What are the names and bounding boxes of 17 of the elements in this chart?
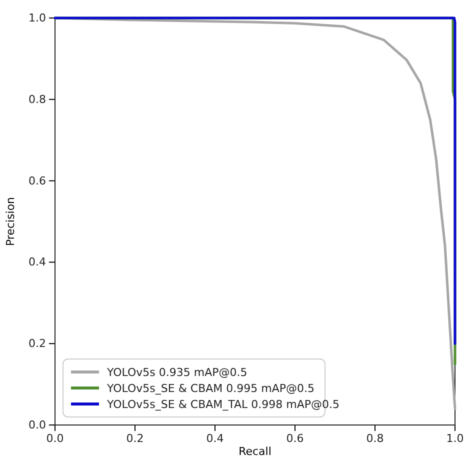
y-tick-label: 0.6 [28, 174, 46, 188]
y-tick-label: 0.2 [28, 337, 46, 350]
y-axis-title: Precision [4, 196, 17, 246]
legend-label: YOLOv5s 0.935 mAP@0.5 [106, 366, 248, 379]
y-tick-label: 1.0 [28, 12, 46, 25]
y-tick-label: 0.0 [28, 418, 46, 432]
x-tick-label: 0.6 [286, 432, 304, 445]
legend-label: YOLOv5s_SE & CBAM_TAL 0.998 mAP@0.5 [106, 398, 340, 411]
x-tick-label: 1.0 [446, 432, 464, 445]
x-tick-label: 0.8 [366, 432, 384, 445]
x-tick-label: 0.0 [46, 432, 64, 445]
x-tick-label: 0.2 [126, 432, 144, 445]
x-tick-label: 0.4 [206, 432, 224, 445]
y-tick-label: 0.8 [28, 92, 46, 106]
y-tick-label: 0.4 [28, 256, 46, 269]
legend-label: YOLOv5s_SE & CBAM 0.995 mAP@0.5 [106, 382, 315, 395]
x-axis-title: Recall [238, 445, 272, 458]
